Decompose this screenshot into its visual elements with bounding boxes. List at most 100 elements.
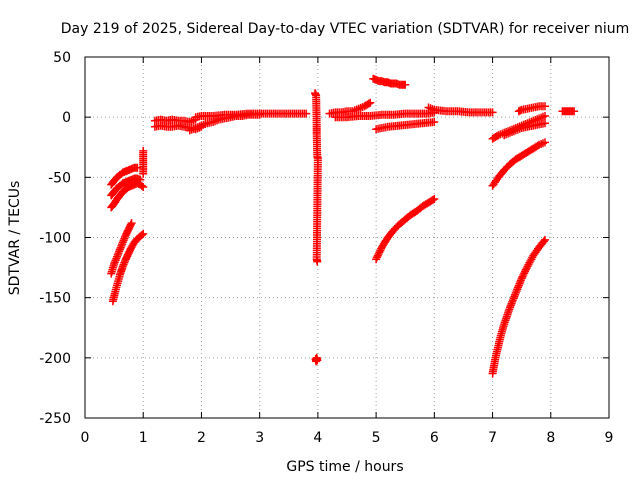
y-tick-label: 0 <box>62 110 71 126</box>
data-point <box>539 237 548 246</box>
data-point <box>523 262 532 271</box>
data-point <box>511 288 520 297</box>
x-tick-label: 1 <box>139 430 148 446</box>
y-tick-label: -100 <box>39 231 71 247</box>
data-point <box>193 123 202 132</box>
data-point <box>137 231 146 240</box>
data-point <box>199 120 208 129</box>
data-point <box>541 119 549 128</box>
x-tick-label: 6 <box>430 430 439 446</box>
data-point <box>541 138 549 147</box>
series-arc-k <box>372 118 439 134</box>
x-tick-label: 7 <box>488 430 497 446</box>
x-tick-label: 4 <box>313 430 322 446</box>
y-axis-label: SDTVAR / TECUs <box>7 181 23 296</box>
data-point <box>516 276 525 285</box>
data-point <box>118 238 127 247</box>
x-tick-label: 0 <box>81 430 90 446</box>
data-point <box>428 105 437 114</box>
data-point <box>137 181 146 190</box>
y-tick-label: -50 <box>48 170 71 186</box>
data-point <box>430 118 439 126</box>
series-cluster-4b <box>311 353 322 366</box>
data-point <box>570 107 579 116</box>
data-point <box>364 99 373 108</box>
data-point <box>356 103 365 112</box>
x-tick-label: 2 <box>197 430 206 446</box>
data-point <box>513 125 522 134</box>
data-point <box>519 271 528 279</box>
series-arc-j <box>369 74 410 89</box>
data-point <box>524 260 533 269</box>
data-point <box>520 269 529 278</box>
y-tick-label: 50 <box>53 50 71 66</box>
axis-ticks: 50 0 -50 -100 -150 -200 -250 0 1 2 3 4 5 6 7 8 9 <box>39 50 613 446</box>
data-point <box>504 129 513 138</box>
data-point <box>126 220 135 229</box>
data-point <box>514 283 522 292</box>
data-point <box>110 258 119 267</box>
series-cluster-4 <box>311 89 322 266</box>
data-point <box>428 195 437 204</box>
data-point <box>313 257 322 266</box>
series-arc-h <box>191 109 311 122</box>
series-arc-f <box>139 146 148 178</box>
data-point <box>115 245 124 254</box>
data-point <box>127 219 136 228</box>
series-arc-q <box>488 138 549 190</box>
series-arc-c <box>107 179 148 212</box>
data-point <box>509 127 518 136</box>
data-point <box>488 108 497 117</box>
series-arc-i <box>325 98 375 118</box>
data-point <box>376 246 385 255</box>
series-arc-l <box>372 195 439 264</box>
data-point <box>508 128 516 136</box>
data-point <box>302 109 311 118</box>
x-tick-label: 5 <box>372 430 381 446</box>
data-point <box>522 264 531 273</box>
data-point <box>500 131 509 140</box>
series-arc-p <box>500 119 549 140</box>
data-point <box>537 140 546 148</box>
data-point <box>372 255 381 264</box>
data-point <box>401 80 410 89</box>
x-tick-label: 3 <box>255 430 264 446</box>
data-point <box>375 248 384 257</box>
data-point <box>506 303 514 312</box>
data-point <box>185 126 194 135</box>
data-point <box>189 124 198 133</box>
data-point <box>366 98 375 107</box>
series-arc-r <box>488 235 549 378</box>
data-point <box>195 122 204 131</box>
series-arc-s <box>558 107 579 116</box>
data-point <box>508 296 517 305</box>
y-tick-label: -250 <box>39 411 71 427</box>
data-point <box>313 356 322 365</box>
x-tick-label: 9 <box>605 430 614 446</box>
x-tick-label: 8 <box>546 430 555 446</box>
data-point <box>187 117 196 126</box>
series-arc-d <box>107 219 136 278</box>
data-point <box>541 102 549 111</box>
data-points <box>107 74 579 378</box>
data-point <box>527 255 536 264</box>
data-point <box>139 169 148 178</box>
data-point <box>113 252 121 261</box>
data-point <box>541 235 549 244</box>
series-arc-e <box>108 229 148 306</box>
y-tick-label: -200 <box>39 351 71 367</box>
x-axis-label: GPS time / hours <box>286 459 403 475</box>
data-point <box>139 229 148 238</box>
data-point <box>426 104 435 113</box>
data-point <box>541 112 549 120</box>
data-point <box>430 195 439 203</box>
series-arc-n <box>514 102 549 116</box>
data-point <box>118 262 127 271</box>
chart-title: Day 219 of 2025, Sidereal Day-to-day VTE… <box>61 21 630 37</box>
data-point <box>352 105 361 114</box>
data-point <box>139 183 148 191</box>
y-tick-label: -150 <box>39 291 71 307</box>
series-arc-m <box>424 103 497 117</box>
data-point <box>526 257 535 265</box>
